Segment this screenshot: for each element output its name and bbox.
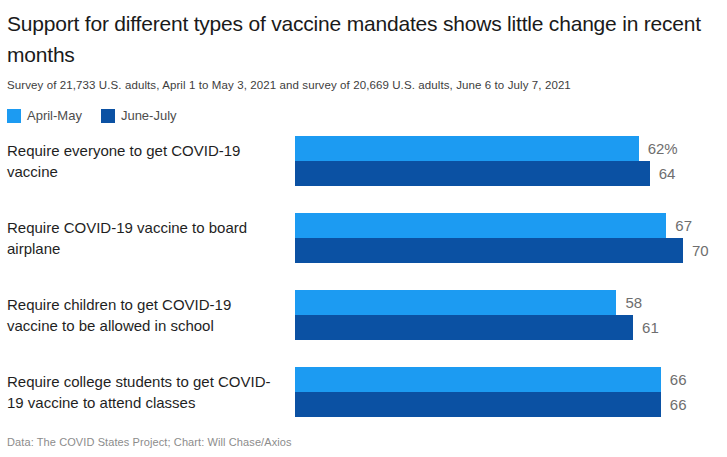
value-label: 58 — [625, 294, 642, 311]
legend: April-May June-July — [7, 108, 719, 123]
chart-title: Support for different types of vaccine m… — [7, 8, 707, 70]
bar-group-college-students: Require college students to get COVID-19… — [7, 367, 719, 417]
legend-item-june-july: June-July — [101, 108, 177, 123]
bar-line: 61 — [295, 315, 719, 340]
legend-swatch-april-may — [7, 109, 21, 123]
bar-pair: 66 66 — [295, 367, 719, 417]
bar-line: 67 — [295, 213, 719, 238]
bar-line: 58 — [295, 290, 719, 315]
bar-june-july — [295, 238, 683, 263]
bar-group-everyone: Require everyone to get COVID-19 vaccine… — [7, 136, 719, 186]
value-label: 64 — [659, 165, 676, 182]
legend-label-april-may: April-May — [27, 108, 82, 123]
category-label: Require children to get COVID-19 vaccine… — [7, 294, 295, 337]
bar-april-may — [295, 290, 616, 315]
bar-group-children-school: Require children to get COVID-19 vaccine… — [7, 290, 719, 340]
value-label: 66 — [670, 396, 687, 413]
bar-line: 64 — [295, 161, 719, 186]
bar-pair: 62% 64 — [295, 136, 719, 186]
bar-april-may — [295, 136, 639, 161]
legend-label-june-july: June-July — [121, 108, 177, 123]
legend-item-april-may: April-May — [7, 108, 82, 123]
bar-chart: Require everyone to get COVID-19 vaccine… — [7, 136, 719, 417]
bar-pair: 58 61 — [295, 290, 719, 340]
legend-swatch-june-july — [101, 109, 115, 123]
category-label: Require COVID-19 vaccine to board airpla… — [7, 217, 295, 260]
chart-subtitle: Survey of 21,733 U.S. adults, April 1 to… — [7, 79, 719, 91]
bar-line: 70 — [295, 238, 719, 263]
category-label: Require college students to get COVID-19… — [7, 371, 295, 414]
bar-group-airplane: Require COVID-19 vaccine to board airpla… — [7, 213, 719, 263]
value-label: 67 — [675, 217, 692, 234]
chart-card: Support for different types of vaccine m… — [0, 0, 727, 457]
category-label: Require everyone to get COVID-19 vaccine — [7, 140, 295, 183]
chart-credit: Data: The COVID States Project; Chart: W… — [7, 436, 292, 448]
bar-pair: 67 70 — [295, 213, 719, 263]
bar-april-may — [295, 367, 661, 392]
bar-june-july — [295, 315, 633, 340]
bar-line: 62% — [295, 136, 719, 161]
bar-line: 66 — [295, 392, 719, 417]
value-label: 61 — [642, 319, 659, 336]
bar-june-july — [295, 392, 661, 417]
bar-april-may — [295, 213, 666, 238]
value-label: 66 — [670, 371, 687, 388]
value-label: 62% — [648, 140, 678, 157]
bar-june-july — [295, 161, 650, 186]
value-label: 70 — [692, 242, 709, 259]
bar-line: 66 — [295, 367, 719, 392]
